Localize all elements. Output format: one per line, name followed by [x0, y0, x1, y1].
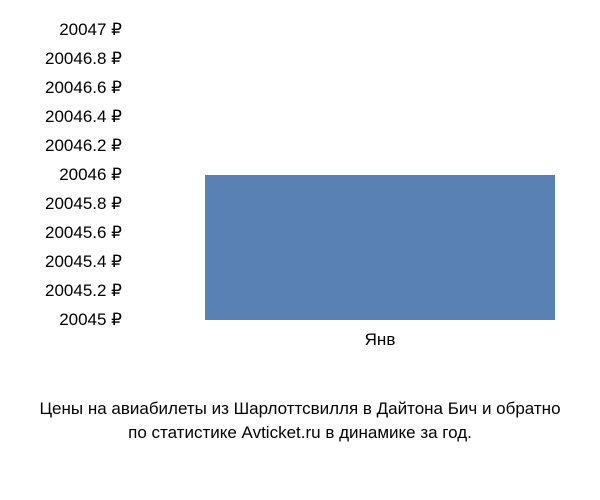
- chart-caption: Цены на авиабилеты из Шарлоттсвилля в Да…: [0, 397, 600, 445]
- caption-line-1: Цены на авиабилеты из Шарлоттсвилля в Да…: [0, 397, 600, 421]
- y-tick: 20046.4 ₽: [45, 107, 122, 127]
- y-tick: 20045.4 ₽: [45, 252, 122, 272]
- y-axis: 20047 ₽ 20046.8 ₽ 20046.6 ₽ 20046.4 ₽ 20…: [0, 30, 130, 360]
- caption-line-2: по статистике Avticket.ru в динамике за …: [0, 421, 600, 445]
- plot-area: [135, 30, 565, 320]
- y-tick: 20046.2 ₽: [45, 136, 122, 156]
- y-tick: 20047 ₽: [59, 20, 122, 40]
- y-tick: 20046.8 ₽: [45, 49, 122, 69]
- y-tick: 20045.8 ₽: [45, 194, 122, 214]
- bar-jan: [205, 175, 555, 320]
- y-tick: 20046.6 ₽: [45, 78, 122, 98]
- x-tick: Янв: [365, 330, 396, 350]
- y-tick: 20045.2 ₽: [45, 281, 122, 301]
- y-tick: 20045 ₽: [59, 310, 122, 330]
- price-chart: 20047 ₽ 20046.8 ₽ 20046.6 ₽ 20046.4 ₽ 20…: [0, 30, 600, 360]
- y-tick: 20046 ₽: [59, 165, 122, 185]
- y-tick: 20045.6 ₽: [45, 223, 122, 243]
